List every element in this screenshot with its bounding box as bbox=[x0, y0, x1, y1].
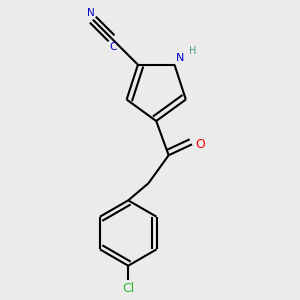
Text: N: N bbox=[176, 53, 184, 63]
Text: Cl: Cl bbox=[122, 282, 134, 295]
Text: N: N bbox=[87, 8, 95, 18]
Text: H: H bbox=[188, 46, 196, 56]
Text: C: C bbox=[110, 42, 117, 52]
Text: O: O bbox=[196, 138, 206, 151]
